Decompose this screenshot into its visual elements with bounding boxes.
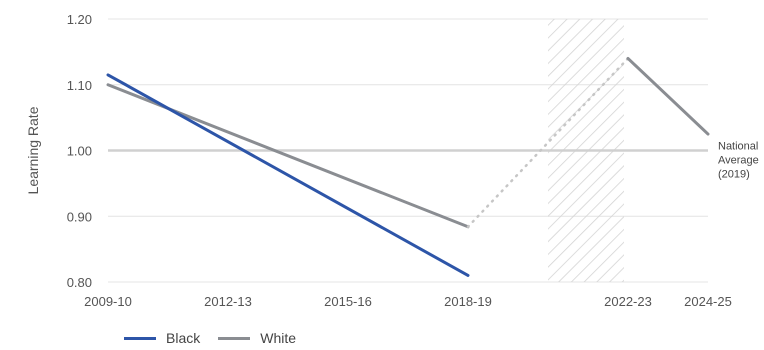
legend-label-black: Black [166,330,201,346]
y-tick-label: 0.80 [67,275,92,290]
legend-label-white: White [260,330,297,346]
y-tick-label: 1.20 [67,12,92,27]
national-average-label: National Average (2019) [718,141,759,181]
x-tick-label: 2018-19 [444,294,492,309]
y-tick-label: 0.90 [67,209,92,224]
legend-item-black: Black [124,330,200,346]
legend: Black White [124,330,314,346]
legend-swatch-black [124,336,156,340]
ref-label-line-1: National [718,141,758,153]
x-tick-label: 2022-23 [604,294,652,309]
series-line-white-recent [626,56,710,136]
learning-rate-chart: National Average (2019) 0.80 0.90 1.00 1… [25,12,759,309]
x-tick-label: 2024-25 [684,294,732,309]
legend-swatch-white [218,336,251,340]
y-axis-title: Learning Rate [25,106,41,194]
x-tick-label: 2015-16 [324,294,372,309]
x-tick-label: 2012-13 [204,294,252,309]
series-lines [106,56,710,277]
legend-item-white: White [218,330,296,346]
x-tick-label: 2009-10 [84,294,132,309]
y-tick-label: 1.10 [67,78,92,93]
ref-label-line-3: (2019) [718,169,750,181]
y-axis-ticks: 0.80 0.90 1.00 1.10 1.20 [67,12,92,290]
x-axis-ticks: 2009-10 2012-13 2015-16 2018-19 2022-23 … [84,294,732,309]
y-tick-label: 1.00 [67,144,92,159]
ref-label-line-2: Average [718,155,759,167]
series-line-black [106,73,470,277]
